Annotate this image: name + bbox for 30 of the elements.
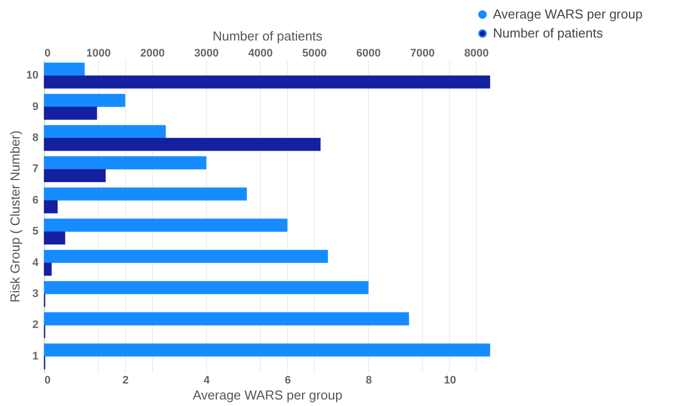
x2-axis-title: Number of patients	[212, 28, 323, 44]
x2-tick-label: 5000	[302, 48, 327, 60]
x2-tick-label: 7000	[410, 48, 435, 60]
y-tick-label: 6	[32, 194, 38, 206]
x2-tick-label: 4000	[248, 48, 273, 60]
y-tick-label: 2	[32, 319, 38, 332]
y-tick-label: 8	[32, 132, 38, 144]
y-tick-label: 1	[32, 350, 38, 362]
y-tick-label: 5	[32, 226, 38, 238]
x-tick-label: 2	[122, 374, 129, 386]
y-axis-title: Risk Group ( Cluster Number)	[7, 130, 22, 302]
y-tick-label: 7	[32, 163, 38, 176]
x2-tick-label: 1000	[86, 48, 111, 60]
x2-tick-label: 3000	[194, 48, 219, 60]
x-axis-title: Average WARS per group	[192, 388, 342, 402]
x-tick-label: 8	[366, 374, 372, 386]
x2-tick-label: 6000	[356, 48, 381, 60]
y-tick-label: 3	[32, 288, 38, 300]
y-tick-label: 9	[32, 100, 38, 113]
x2-tick-label: 8000	[464, 48, 489, 60]
x2-tick-label: 2000	[140, 48, 165, 60]
x-tick-label: 4	[204, 374, 211, 386]
x-tick-label: 0	[44, 374, 51, 386]
y-tick-label: 4	[32, 256, 40, 269]
legend-label: Number of patients	[493, 26, 604, 40]
legend-label: Average WARS per group	[493, 6, 643, 22]
x-tick-label: 6	[284, 374, 291, 386]
x2-tick-label: 0	[44, 48, 51, 60]
x-tick-label: 10	[444, 374, 456, 386]
y-tick-label: 10	[26, 70, 38, 82]
